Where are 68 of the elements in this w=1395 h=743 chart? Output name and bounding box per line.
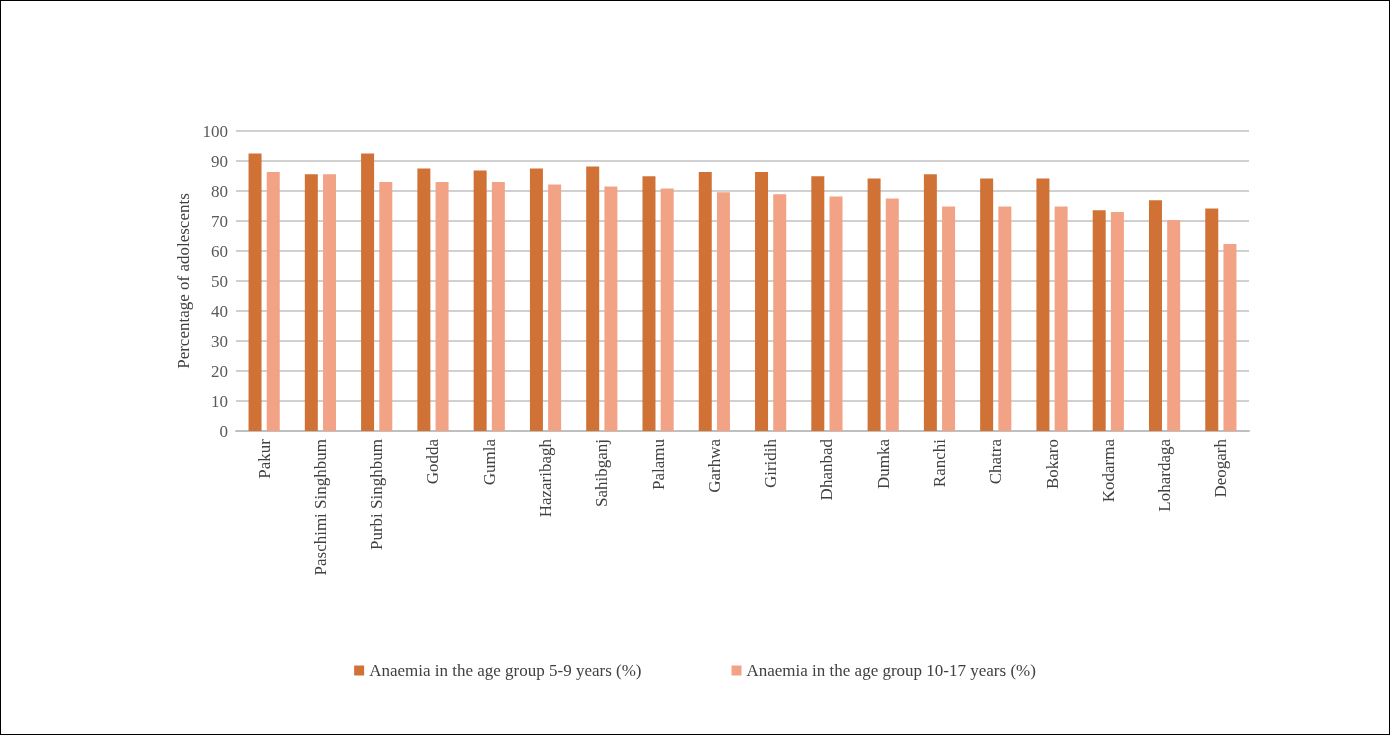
bar — [755, 172, 769, 431]
bar — [773, 194, 787, 431]
x-tick-label: Palamu — [648, 438, 668, 490]
y-tick-label: 10 — [211, 391, 228, 411]
y-tick-label: 90 — [211, 151, 228, 171]
x-tick-label: Giridih — [761, 438, 781, 489]
bar — [660, 188, 674, 431]
x-tick-label: Gumla — [479, 438, 499, 486]
x-tick-label: Hazaribagh — [536, 438, 556, 518]
bar — [1148, 200, 1162, 431]
legend-label: Anaemia in the age group 5-9 years (%) — [369, 661, 642, 680]
bar — [548, 184, 562, 431]
y-tick-label: 100 — [202, 121, 228, 141]
bar — [586, 166, 600, 431]
y-tick-label: 70 — [211, 211, 228, 231]
y-tick-label: 0 — [219, 421, 228, 441]
x-tick-label: Sahibganj — [592, 439, 612, 507]
bar — [885, 198, 899, 431]
legend-label: Anaemia in the age group 10-17 years (%) — [746, 661, 1036, 680]
x-tick-label: Deogarh — [1211, 438, 1231, 498]
x-tick-label: Bokaro — [1042, 439, 1062, 490]
bar — [379, 182, 393, 431]
bar — [698, 172, 712, 431]
y-tick-label: 20 — [211, 361, 228, 381]
bar — [867, 178, 881, 431]
x-tick-label: Kodarma — [1098, 438, 1118, 503]
bar — [1092, 210, 1106, 431]
bar — [323, 174, 337, 431]
bar — [604, 186, 618, 431]
bar — [980, 178, 994, 431]
bar — [716, 192, 730, 431]
bar — [417, 168, 431, 431]
bar — [1205, 208, 1219, 431]
bar — [491, 182, 505, 431]
bar — [473, 170, 487, 431]
x-tick-label: Pakur — [254, 438, 274, 479]
y-tick-label: 80 — [211, 181, 228, 201]
bar — [829, 196, 843, 431]
bar — [248, 153, 262, 431]
y-tick-label: 60 — [211, 241, 228, 261]
bar — [923, 174, 937, 431]
x-tick-label: Dhanbad — [817, 438, 837, 501]
bar — [998, 206, 1012, 431]
bar — [811, 176, 825, 431]
bar — [529, 168, 543, 431]
x-tick-label: Ranchi — [929, 438, 949, 488]
bar — [942, 206, 956, 431]
x-tick-label: Godda — [423, 438, 443, 485]
x-tick-label: Chatra — [986, 438, 1006, 485]
y-tick-label: 50 — [211, 271, 228, 291]
bar — [266, 172, 280, 431]
bar — [1054, 206, 1068, 431]
bar — [304, 174, 318, 431]
bar — [435, 182, 449, 431]
bar — [1110, 212, 1124, 431]
bar — [1223, 244, 1237, 431]
x-tick-label: Lohardaga — [1155, 438, 1175, 512]
bar — [361, 153, 375, 431]
x-tick-label: Purbi Singhbum — [367, 439, 387, 550]
y-axis-title: Percentage of adolescents — [173, 193, 193, 369]
x-tick-label: Garhwa — [704, 438, 724, 493]
y-tick-label: 30 — [211, 331, 228, 351]
y-tick-label: 40 — [211, 301, 228, 321]
x-tick-label: Dumka — [873, 438, 893, 490]
bar — [642, 176, 656, 431]
bar — [1036, 178, 1050, 431]
bar — [1167, 220, 1181, 431]
x-tick-label: Paschimi Singhbum — [310, 439, 330, 576]
